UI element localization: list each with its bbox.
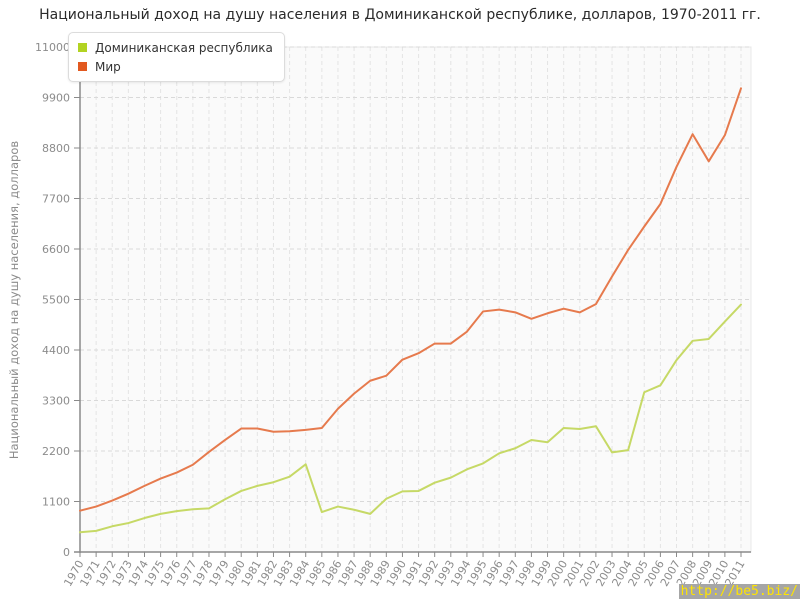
plot-area: [79, 46, 752, 553]
y-tick-label: 7700: [42, 193, 70, 206]
series-line-0: [79, 303, 742, 534]
y-tick-label: 5500: [42, 294, 70, 307]
y-axis-title: Национальный доход на душу населения, до…: [7, 140, 21, 460]
y-tick-label: 11000: [35, 41, 70, 54]
y-tick-label: 6600: [42, 243, 70, 256]
legend-item-dominican-republic[interactable]: Доминиканская республика: [78, 38, 273, 57]
series-line-1: [79, 87, 742, 512]
watermark-link[interactable]: http://be5.biz/: [678, 584, 800, 599]
legend: Доминиканская республика Мир: [68, 32, 285, 82]
legend-label-world: Мир: [95, 59, 121, 74]
legend-swatch-world: [78, 62, 87, 71]
legend-item-world[interactable]: Мир: [78, 57, 273, 76]
chart-title: Национальный доход на душу населения в Д…: [39, 7, 761, 23]
y-tick-label: 1100: [42, 496, 70, 509]
y-tick-label: 3300: [42, 395, 70, 408]
y-tick-label: 4400: [42, 344, 70, 357]
y-tick-label: 8800: [42, 142, 70, 155]
legend-swatch-dominican-republic: [78, 43, 87, 52]
y-tick-label: 2200: [42, 445, 70, 458]
y-tick-label: 9900: [42, 92, 70, 105]
y-tick-label: 0: [63, 546, 70, 559]
legend-label-dominican-republic: Доминиканская республика: [95, 40, 273, 55]
